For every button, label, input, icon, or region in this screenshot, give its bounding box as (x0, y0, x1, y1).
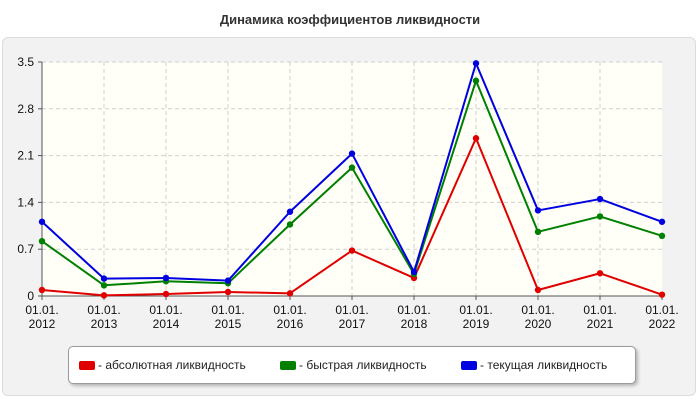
legend-item-current: - текущая ликвидность (461, 347, 607, 383)
x-tick-label: 2020 (525, 317, 552, 331)
data-point-series-2 (38, 218, 46, 225)
x-tick-label: 2015 (215, 317, 242, 331)
data-point-series-1 (472, 77, 480, 84)
data-point-series-2 (100, 275, 108, 282)
data-point-series-2 (658, 218, 666, 225)
data-point-series-1 (38, 237, 46, 245)
x-tick-label: 01.01. (459, 303, 492, 317)
data-point-series-1 (596, 213, 604, 220)
data-point-series-0 (534, 286, 542, 294)
legend-item-absolute: - абсолютная ликвидность (79, 347, 246, 383)
x-tick-label: 01.01. (273, 303, 306, 317)
data-point-series-0 (100, 292, 108, 299)
x-tick-label: 01.01. (645, 303, 678, 317)
chart-title: Динамика коэффициентов ликвидности (219, 12, 481, 27)
x-tick-label: 01.01. (87, 303, 120, 317)
data-point-series-2 (162, 274, 170, 282)
data-point-series-1 (534, 228, 542, 236)
x-tick-label: 2016 (277, 317, 304, 331)
data-point-series-2 (472, 60, 480, 67)
data-point-series-2 (410, 268, 418, 276)
data-point-series-1 (100, 282, 108, 289)
legend: - абсолютная ликвидность - быстрая ликви… (68, 346, 636, 384)
x-tick-label: 01.01. (335, 303, 368, 317)
x-tick-label: 2018 (401, 317, 428, 331)
x-tick-label: 01.01. (149, 303, 182, 317)
data-point-series-0 (596, 270, 604, 277)
data-point-series-2 (534, 207, 542, 214)
data-point-series-2 (596, 195, 604, 203)
data-point-series-1 (286, 221, 294, 228)
legend-swatch-absolute (79, 360, 95, 370)
x-tick-label: 2019 (463, 317, 490, 331)
x-tick-label: 2022 (649, 317, 676, 331)
data-point-series-0 (348, 247, 356, 254)
x-tick-label: 2014 (153, 317, 180, 331)
x-tick-label: 01.01. (521, 303, 554, 317)
legend-swatch-current (461, 360, 477, 370)
x-tick-label: 2013 (91, 317, 118, 331)
y-tick-label: 2.8 (17, 102, 34, 116)
y-tick-label: 0 (27, 289, 34, 303)
data-point-series-2 (224, 277, 232, 284)
legend-swatch-quick (280, 360, 296, 370)
x-tick-label: 01.01. (25, 303, 58, 317)
y-tick-label: 1.4 (17, 195, 34, 209)
legend-label-current: - текущая ликвидность (480, 358, 608, 372)
y-tick-label: 2.1 (17, 149, 34, 163)
x-tick-label: 2021 (587, 317, 614, 331)
data-point-series-0 (38, 286, 46, 294)
x-tick-label: 01.01. (211, 303, 244, 317)
y-tick-label: 0.7 (17, 242, 34, 256)
data-point-series-0 (472, 135, 480, 142)
x-tick-label: 01.01. (397, 303, 430, 317)
data-point-series-0 (658, 291, 666, 298)
x-tick-label: 2012 (29, 317, 56, 331)
legend-item-quick: - быстрая ликвидность (280, 347, 427, 383)
data-point-series-1 (348, 164, 356, 171)
x-tick-label: 01.01. (583, 303, 616, 317)
data-point-series-2 (286, 208, 294, 215)
data-point-series-0 (162, 290, 170, 298)
x-tick-label: 2017 (339, 317, 366, 331)
data-point-series-0 (224, 288, 232, 296)
data-point-series-0 (286, 290, 294, 297)
data-point-series-1 (658, 232, 666, 240)
y-tick-label: 3.5 (17, 55, 34, 69)
data-point-series-2 (348, 150, 356, 157)
legend-label-absolute: - абсолютная ликвидность (98, 358, 246, 372)
legend-label-quick: - быстрая ликвидность (299, 358, 427, 372)
